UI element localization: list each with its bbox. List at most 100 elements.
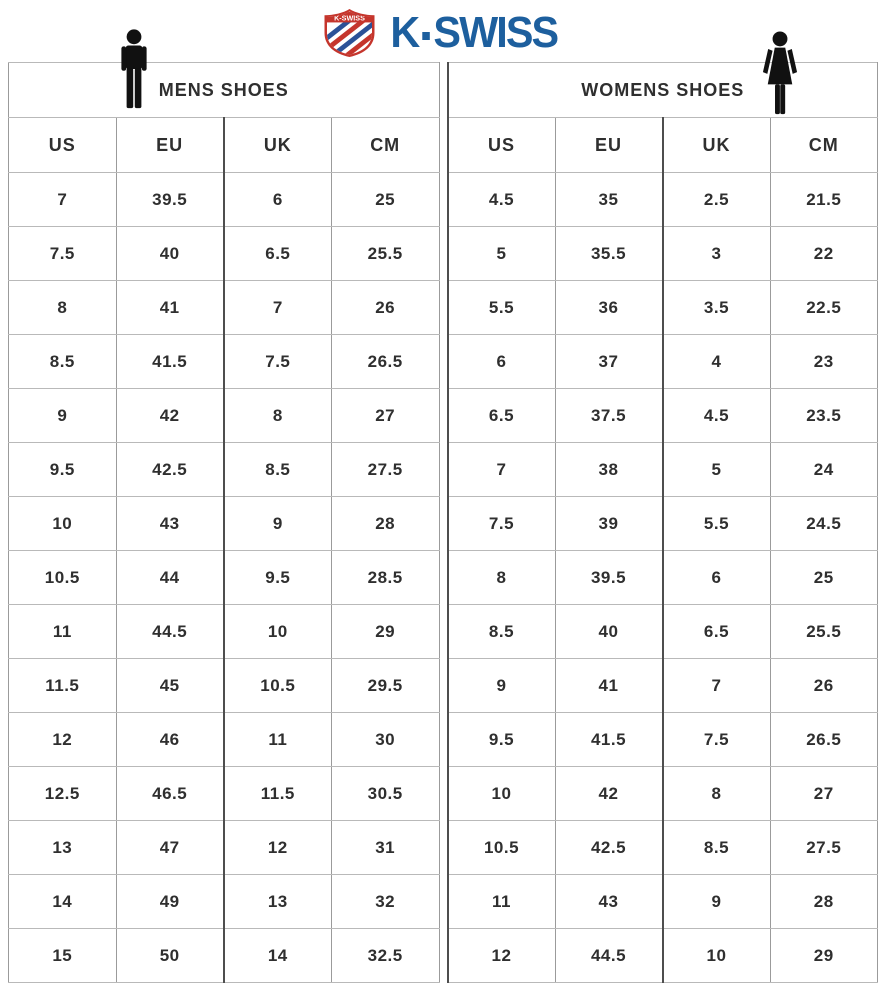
size-cell: 8.5 (446, 604, 556, 659)
size-cell: 50 (115, 928, 225, 983)
size-cell: 5.5 (446, 280, 556, 335)
wordmark-dot-icon (421, 32, 430, 40)
size-cell: 44.5 (554, 928, 663, 983)
size-cell: 10.5 (8, 550, 117, 605)
table-row: 8 41 7 26 (8, 280, 440, 335)
size-cell: 25.5 (330, 226, 440, 281)
size-cell: 26 (769, 658, 878, 713)
table-row: 13 47 12 31 (8, 820, 440, 875)
size-cell: 24.5 (769, 496, 878, 551)
table-row: 7 39.5 6 25 (8, 172, 440, 227)
size-cell: 12 (222, 820, 332, 875)
size-cell: 27.5 (330, 442, 440, 497)
size-cell: 26.5 (769, 712, 878, 767)
size-cell: 6.5 (661, 604, 771, 659)
column-header-eu: EU (115, 117, 225, 173)
table-row: 11.5 45 10.5 29.5 (8, 658, 440, 713)
table-row: 12 46 11 30 (8, 712, 440, 767)
size-cell: 11 (8, 604, 117, 659)
man-icon (121, 29, 147, 109)
table-row: 11 43 9 28 (446, 874, 878, 929)
size-cell: 12 (446, 928, 556, 983)
size-cell: 15 (8, 928, 117, 983)
size-cell: 31 (330, 820, 440, 875)
table-row: 11 44.5 10 29 (8, 604, 440, 659)
table-row: 15 50 14 32.5 (8, 928, 440, 983)
size-cell: 43 (554, 874, 663, 929)
kswiss-wordmark: K SWISS (390, 8, 559, 57)
size-cell: 8 (222, 388, 332, 443)
size-cell: 26.5 (330, 334, 440, 389)
size-cell: 11.5 (222, 766, 332, 821)
size-cell: 9 (8, 388, 117, 443)
size-cell: 28 (769, 874, 878, 929)
size-cell: 12 (8, 712, 117, 767)
size-cell: 28.5 (330, 550, 440, 605)
table-row: 8.5 40 6.5 25.5 (446, 604, 878, 659)
size-cell: 8.5 (661, 820, 771, 875)
table-row: 10.5 44 9.5 28.5 (8, 550, 440, 605)
size-cell: 45 (115, 658, 225, 713)
size-cell: 10 (222, 604, 332, 659)
wordmark-swiss: SWISS (433, 8, 559, 57)
size-cell: 29 (330, 604, 440, 659)
size-cell: 6.5 (222, 226, 332, 281)
table-row: 9.5 42.5 8.5 27.5 (8, 442, 440, 497)
size-cell: 24 (769, 442, 878, 497)
womens-title: WOMENS SHOES (446, 62, 878, 118)
size-cell: 7 (446, 442, 556, 497)
size-cell: 42.5 (115, 442, 225, 497)
size-cell: 38 (554, 442, 663, 497)
column-header-uk: UK (222, 117, 332, 173)
size-cell: 9.5 (8, 442, 117, 497)
table-row: 10.5 42.5 8.5 27.5 (446, 820, 878, 875)
table-row: 12.5 46.5 11.5 30.5 (8, 766, 440, 821)
size-cell: 13 (8, 820, 117, 875)
size-cell: 41 (115, 280, 225, 335)
size-cell: 39.5 (554, 550, 663, 605)
size-cell: 14 (8, 874, 117, 929)
womens-table-section: WOMENS SHOES US EU UK CM 4.5 35 2.5 21.5 5 35.5 3… (446, 31, 878, 983)
size-cell: 10 (446, 766, 556, 821)
size-cell: 39.5 (115, 172, 225, 227)
size-cell: 44 (115, 550, 225, 605)
size-cell: 6 (446, 334, 556, 389)
womens-header-row: US EU UK CM (446, 117, 878, 173)
size-cell: 42 (554, 766, 663, 821)
size-cell: 9 (222, 496, 332, 551)
size-cell: 27 (769, 766, 878, 821)
size-cell: 7 (222, 280, 332, 335)
column-header-uk: UK (661, 117, 771, 173)
size-cell: 6.5 (446, 388, 556, 443)
size-cell: 23 (769, 334, 878, 389)
table-row: 9 42 8 27 (8, 388, 440, 443)
column-header-us: US (8, 117, 117, 173)
size-cell: 9.5 (446, 712, 556, 767)
mens-size-table: MENS SHOES US EU UK CM 7 39.5 6 25 7.5 40 6.5 25.5… (8, 62, 440, 983)
table-row: 4.5 35 2.5 21.5 (446, 172, 878, 227)
size-cell: 42 (115, 388, 225, 443)
size-cell: 40 (115, 226, 225, 281)
table-row: 5.5 36 3.5 22.5 (446, 280, 878, 335)
table-row: 10 43 9 28 (8, 496, 440, 551)
size-cell: 7.5 (446, 496, 556, 551)
size-cell: 2.5 (661, 172, 771, 227)
size-cell: 21.5 (769, 172, 878, 227)
size-cell: 37 (554, 334, 663, 389)
size-cell: 35.5 (554, 226, 663, 281)
size-cell: 27.5 (769, 820, 878, 875)
table-row: 14 49 13 32 (8, 874, 440, 929)
size-cell: 3.5 (661, 280, 771, 335)
size-cell: 28 (330, 496, 440, 551)
size-cell: 11 (222, 712, 332, 767)
size-cell: 32.5 (330, 928, 440, 983)
size-cell: 4 (661, 334, 771, 389)
table-row: 9.5 41.5 7.5 26.5 (446, 712, 878, 767)
table-row: 7 38 5 24 (446, 442, 878, 497)
table-row: 12 44.5 10 29 (446, 928, 878, 983)
wordmark-k: K (390, 8, 420, 57)
size-cell: 37.5 (554, 388, 663, 443)
mens-title-row: MENS SHOES (8, 62, 440, 118)
size-cell: 9.5 (222, 550, 332, 605)
size-cell: 9 (446, 658, 556, 713)
